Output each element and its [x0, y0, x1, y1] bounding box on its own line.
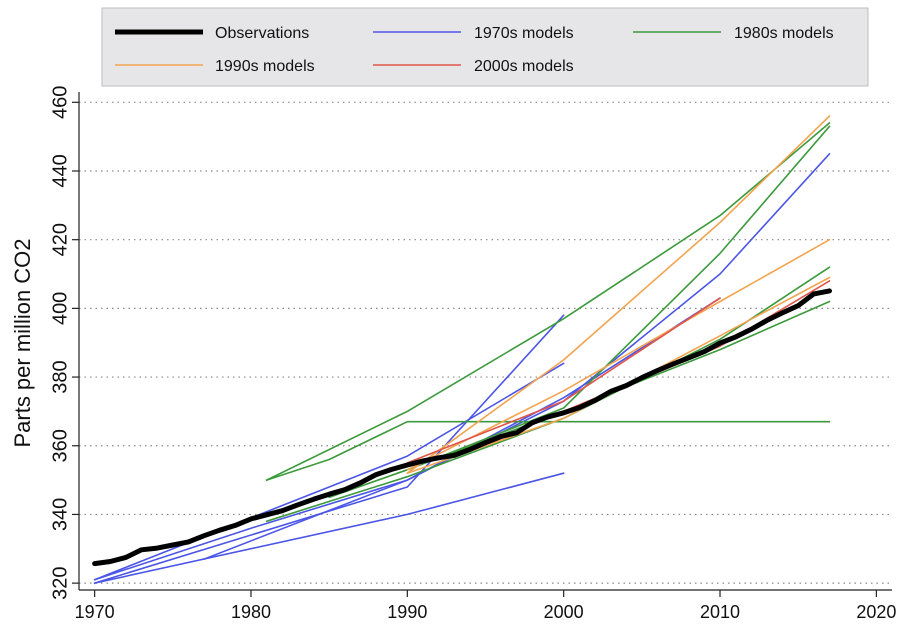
series-line-m1990-10: [406, 238, 831, 471]
series-line-m2000-14: [406, 297, 721, 464]
y-tick-label: 340: [49, 498, 71, 531]
series-line-m1980-6: [265, 266, 831, 523]
x-tick-label: 1990: [387, 602, 427, 622]
series-line-m1980-5: [265, 420, 831, 481]
y-axis-label: Parts per million CO2: [10, 238, 35, 447]
legend-box: [101, 7, 869, 87]
series-line-m1970-4: [93, 297, 721, 581]
plot-area: [92, 115, 832, 584]
y-tick-label: 360: [49, 429, 71, 462]
x-tick-label: 1970: [75, 602, 115, 622]
x-tick-label: 2010: [700, 602, 740, 622]
y-tick-label: 320: [49, 566, 71, 599]
series-line-m1980-8: [328, 125, 831, 499]
series-line-m1980-9: [265, 122, 831, 481]
y-tick-label: 460: [49, 86, 71, 119]
x-tick-label: 2000: [544, 602, 584, 622]
x-tick-label: 2020: [856, 602, 896, 622]
x-tick-label: 1980: [231, 602, 271, 622]
series-line-observations: [92, 288, 832, 567]
y-tick-label: 420: [49, 223, 71, 256]
legend-label-m1970: 1970s models: [474, 25, 574, 42]
legend-label-m1980: 1980s models: [734, 25, 834, 42]
series-line-m1970-3: [203, 153, 831, 560]
legend-label-m1990: 1990s models: [215, 58, 315, 75]
y-tick-label: 380: [49, 360, 71, 393]
y-tick-label: 440: [49, 154, 71, 187]
y-tick-label: 400: [49, 292, 71, 325]
grid: [79, 101, 892, 584]
series-line-m1990-12: [406, 115, 831, 475]
axes: 320 340 360 380 400 420 440 460 1970 1980 1990 2000…: [49, 86, 896, 622]
series-line-m1990-11: [406, 276, 831, 475]
series-line-m2000-13: [562, 280, 831, 413]
series-line-m1970-0: [93, 314, 565, 584]
legend-label-m2000: 2000s models: [474, 58, 574, 75]
series-line-m1970-1: [93, 472, 565, 584]
legend-label-obs: Observations: [215, 25, 309, 42]
legend: Observations 1970s models 1980s models 1990…: [101, 7, 869, 87]
